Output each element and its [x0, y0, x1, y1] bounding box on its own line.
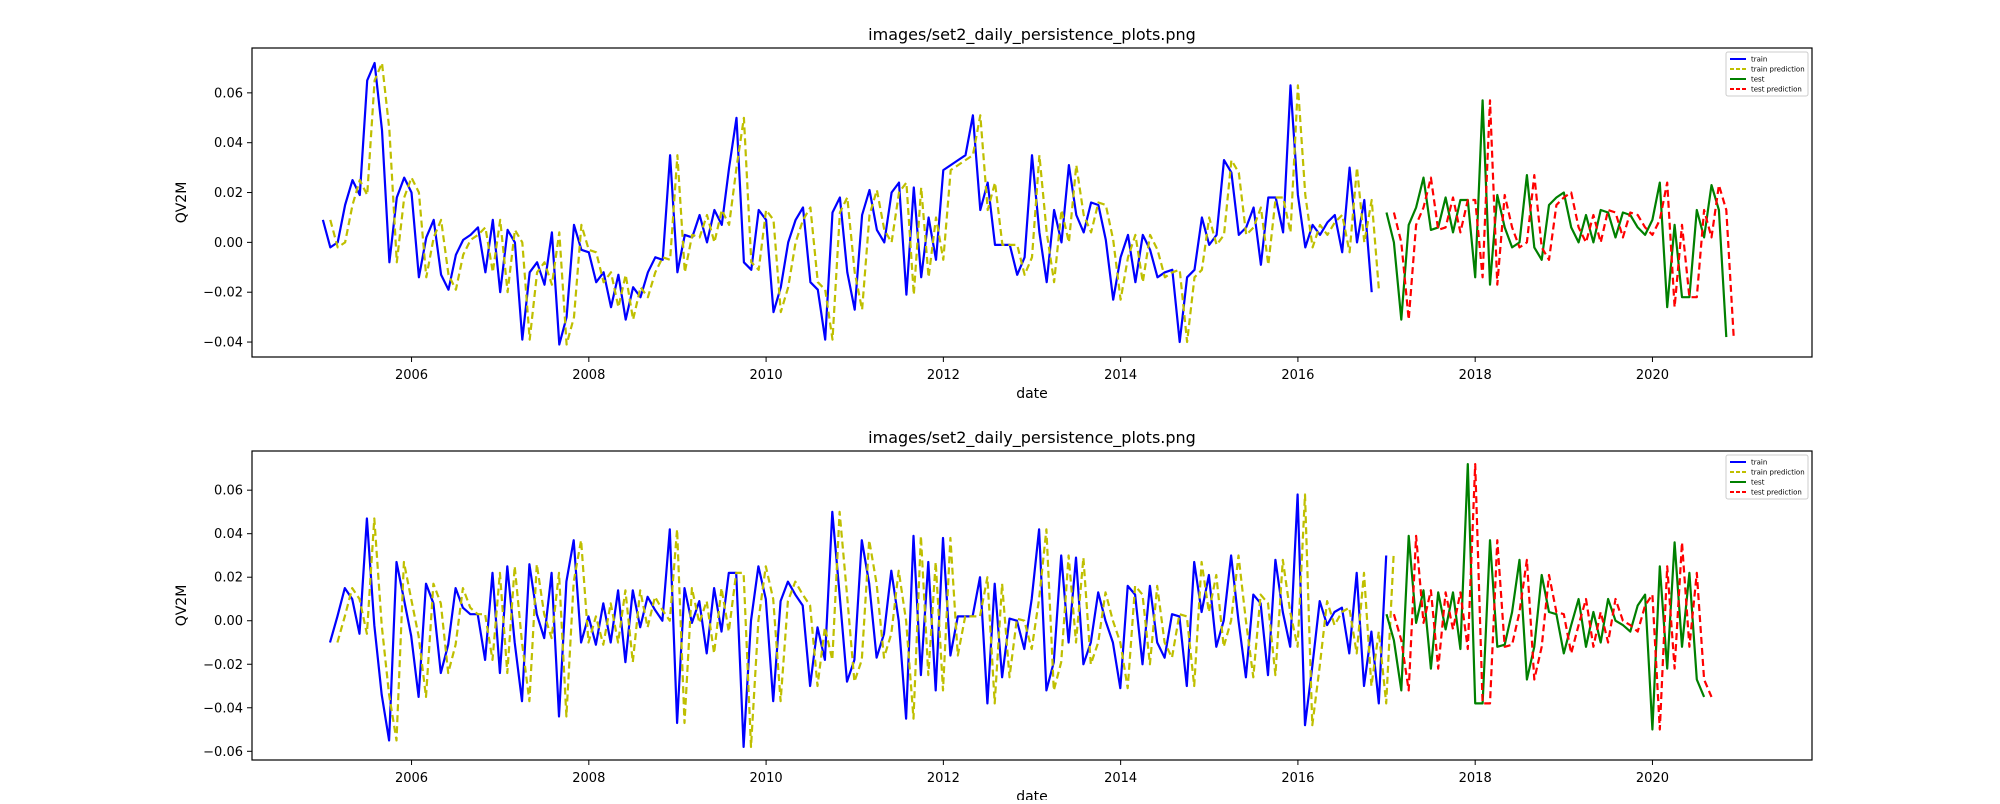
x-tick-label: 2018 [1459, 368, 1492, 383]
x-tick-label: 2018 [1459, 771, 1492, 786]
legend: train train prediction test test prediction [1725, 454, 1809, 500]
y-tick-label: 0.02 [214, 571, 243, 586]
y-tick-label: −0.02 [203, 658, 243, 673]
x-axis-label: date [1016, 789, 1048, 800]
y-tick-label: −0.06 [203, 745, 243, 760]
x-tick-label: 2008 [572, 771, 605, 786]
legend: train train prediction test test prediction [1725, 51, 1809, 97]
y-tick-label: 0.06 [214, 484, 243, 499]
x-tick-label: 2008 [572, 368, 605, 383]
x-tick-label: 2014 [1104, 368, 1137, 383]
y-tick-label: −0.04 [203, 701, 243, 716]
legend-label: test prediction [1751, 489, 1802, 497]
legend-label: train prediction [1751, 66, 1805, 74]
y-axis-label: QV2M [174, 585, 190, 627]
y-axis-label: QV2M [174, 182, 190, 224]
y-tick-label: 0.00 [214, 614, 243, 629]
series-train [321, 61, 1373, 346]
legend-label: train [1751, 459, 1767, 467]
legend-label: test [1751, 479, 1765, 487]
plot-area-frame [251, 450, 1813, 761]
x-tick-label: 2020 [1636, 368, 1669, 383]
chart-title: images/set2_daily_persistence_plots.png [868, 25, 1196, 45]
series-test [1385, 99, 1728, 338]
series-test-prediction [1392, 99, 1735, 338]
y-tick-label: 0.06 [214, 86, 243, 101]
x-tick-label: 2006 [395, 368, 428, 383]
series-test-prediction [1392, 463, 1713, 731]
y-tick-label: 0.00 [214, 236, 243, 251]
y-tick-label: 0.02 [214, 186, 243, 201]
legend-label: train [1751, 56, 1767, 64]
series-train [328, 493, 1388, 749]
x-tick-label: 2010 [750, 771, 783, 786]
x-tick-label: 2016 [1281, 771, 1314, 786]
legend-label: train prediction [1751, 469, 1805, 477]
y-tick-label: −0.02 [203, 286, 243, 301]
x-tick-label: 2016 [1281, 368, 1314, 383]
x-axis-label: date [1016, 386, 1048, 402]
subplot-bottom: 2006 2008 2010 2012 2014 2016 2018 2020 −0.06 −0.… [174, 428, 1813, 804]
x-tick-label: 2010 [750, 368, 783, 383]
x-tick-label: 2014 [1104, 771, 1137, 786]
legend-label: test [1751, 76, 1765, 84]
plot-area-frame [251, 47, 1813, 358]
x-tick-label: 2006 [395, 771, 428, 786]
series-train-prediction [336, 493, 1395, 749]
series-test [1385, 463, 1706, 731]
chart-title: images/set2_daily_persistence_plots.png [868, 428, 1196, 448]
y-tick-label: 0.04 [214, 527, 243, 542]
x-tick-label: 2020 [1636, 771, 1669, 786]
subplot-top: 2006 2008 2010 2012 2014 2016 2018 2020 −0.04 −0.… [174, 25, 1813, 402]
x-tick-label: 2012 [927, 771, 960, 786]
series-train-prediction [329, 61, 1381, 346]
legend-label: test prediction [1751, 86, 1802, 94]
y-tick-label: 0.04 [214, 136, 243, 151]
x-tick-label: 2012 [927, 368, 960, 383]
y-tick-label: −0.04 [203, 336, 243, 351]
